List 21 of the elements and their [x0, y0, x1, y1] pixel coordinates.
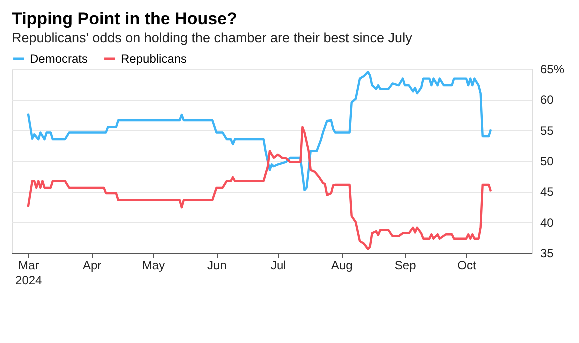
x-tick-label: Sep: [394, 258, 417, 272]
y-tick-label: 55: [540, 124, 554, 138]
x-tick-label: Oct: [458, 258, 477, 272]
x-tick-label: Apr: [83, 258, 102, 272]
x-tick-label: Jul: [270, 258, 286, 272]
line-series: [27, 70, 492, 192]
x-tick-label: Jun: [208, 258, 227, 272]
chart-title: Tipping Point in the House?: [12, 10, 238, 28]
x-tick-label: Aug: [331, 258, 353, 272]
legend-label: Republicans: [121, 52, 188, 66]
y-tick-label: 45: [540, 185, 554, 200]
legend-label: Democrats: [30, 52, 88, 66]
y-tick-label: 40: [540, 216, 554, 230]
y-tick-label: 65%: [540, 62, 565, 76]
x-tick-label: Mar 2024: [16, 258, 43, 288]
y-tick-label: 60: [540, 93, 554, 108]
chart-subtitle: Republicans' odds on holding the chamber are their best since July: [12, 30, 413, 46]
x-tick-label: May: [142, 258, 166, 272]
line-series: [27, 126, 492, 250]
y-tick-label: 50: [540, 154, 554, 168]
y-tick-label: 35: [540, 246, 554, 260]
